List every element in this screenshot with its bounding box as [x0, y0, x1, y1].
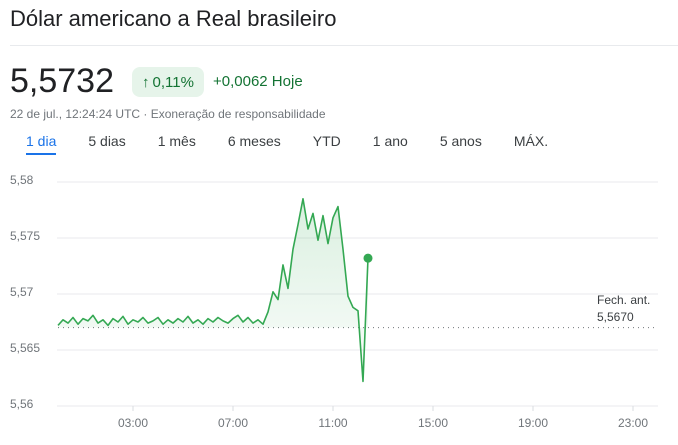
- y-tick-label: 5,565: [10, 341, 40, 355]
- x-tick-label: 03:00: [118, 416, 148, 430]
- change: +0,0062 Hoje: [213, 73, 303, 90]
- y-tick-label: 5,58: [10, 173, 34, 187]
- price: 5,5732: [10, 62, 114, 100]
- y-tick-label: 5,56: [10, 397, 34, 411]
- previous-close-value: 5,5670: [597, 310, 634, 324]
- y-tick-label: 5,57: [10, 285, 34, 299]
- change-badge: ↑ 0,11%: [132, 67, 204, 97]
- range-tab[interactable]: 6 meses: [227, 133, 281, 149]
- title: Dólar americano a Real brasileiro: [10, 6, 337, 31]
- previous-close-label: Fech. ant.: [597, 293, 650, 307]
- range-tab[interactable]: YTD: [312, 133, 341, 149]
- y-tick-label: 5,575: [10, 229, 40, 243]
- change-percent: 0,11%: [152, 73, 194, 91]
- range-tab[interactable]: 1 mês: [157, 133, 196, 149]
- area: [58, 198, 368, 382]
- arrow-icon: ↑: [142, 73, 150, 91]
- x-tick-label: 11:00: [318, 416, 347, 430]
- range-tab[interactable]: 1 dia: [26, 133, 57, 155]
- price-line: [57, 198, 369, 383]
- timestamp: 22 de jul., 12:24:24 UTC · Exoneração de…: [10, 107, 326, 121]
- range-tab[interactable]: MÁX.: [513, 133, 549, 149]
- x-tick-label: 19:00: [518, 416, 548, 430]
- range-tab[interactable]: 1 ano: [372, 133, 408, 149]
- x-tick-label: 07:00: [218, 416, 248, 430]
- range-tab[interactable]: 5 anos: [439, 133, 482, 149]
- range-tab[interactable]: 5 dias: [88, 133, 126, 149]
- last-point: [363, 253, 373, 263]
- range-tabs: 1 dia 5 dias 1 mês 6 meses YTD 1 ano 5 anos MÁX…: [26, 133, 580, 155]
- x-tick-label: 15:00: [418, 416, 448, 430]
- divider: [10, 45, 678, 46]
- x-tick-label: 23:00: [618, 416, 648, 430]
